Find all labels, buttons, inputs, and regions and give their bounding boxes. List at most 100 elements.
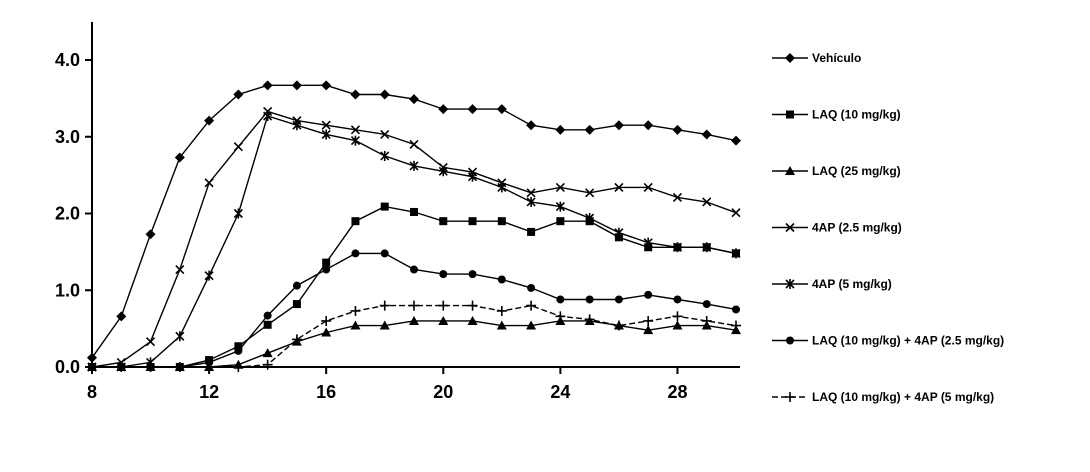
data-point [497, 217, 506, 226]
data-point [234, 342, 243, 351]
data-point [438, 104, 449, 115]
data-point [526, 196, 536, 207]
data-point [585, 295, 594, 304]
data-point [409, 139, 419, 149]
data-point [527, 283, 536, 292]
data-point [732, 305, 740, 314]
series-2 [88, 202, 740, 371]
legend-marker [785, 166, 795, 175]
data-point [262, 80, 273, 91]
data-point [321, 315, 332, 326]
data-point [350, 135, 361, 146]
data-point [291, 80, 302, 91]
y-tick-label: 4.0 [55, 50, 80, 70]
data-point [233, 362, 244, 372]
data-point [496, 305, 507, 316]
data-point [731, 248, 741, 259]
legend-marker [785, 279, 795, 289]
data-point [526, 120, 537, 131]
data-point [291, 334, 302, 345]
x-tick-label: 12 [199, 382, 219, 402]
x-tick-label: 16 [316, 382, 336, 402]
data-point [350, 89, 361, 100]
series-7 [87, 300, 741, 372]
legend-item: 4AP (2.5 mg/kg) [772, 221, 902, 235]
data-point [438, 166, 448, 177]
data-point [613, 120, 624, 131]
data-point [438, 315, 449, 325]
data-point [467, 315, 478, 325]
data-point [145, 337, 156, 347]
data-point [702, 197, 712, 207]
legend-label: Vehículo [812, 51, 861, 65]
data-point [380, 202, 389, 211]
data-point [555, 182, 565, 192]
data-point [350, 125, 361, 135]
legend-label: LAQ (25 mg/kg) [812, 164, 901, 178]
legend-label: LAQ (10 mg/kg) [812, 108, 901, 122]
data-point [321, 327, 332, 337]
series-layer [87, 80, 741, 372]
data-point [731, 320, 741, 331]
legend-item: LAQ (10 mg/kg) [772, 108, 901, 122]
data-point [380, 249, 389, 258]
x-tick-label: 20 [433, 382, 453, 402]
data-point [379, 320, 390, 330]
data-point [263, 320, 272, 329]
data-point [350, 305, 361, 316]
data-point [701, 315, 712, 326]
data-point [234, 346, 243, 355]
legend-item: Vehículo [772, 51, 861, 65]
legend-item: LAQ (10 mg/kg) + 4AP (2.5 mg/kg) [772, 334, 1004, 348]
data-point [409, 300, 419, 311]
legend-label: LAQ (10 mg/kg) + 4AP (5 mg/kg) [812, 390, 994, 404]
data-point [672, 320, 683, 330]
legend-item: 4AP (5 mg/kg) [772, 277, 892, 291]
data-point [174, 152, 185, 163]
data-point [233, 89, 244, 100]
data-point [322, 258, 331, 267]
data-point [467, 300, 478, 311]
data-point [175, 331, 185, 342]
data-point [644, 290, 653, 299]
data-point [438, 300, 449, 311]
data-point [87, 362, 97, 372]
data-point [673, 295, 682, 304]
data-point [350, 320, 361, 330]
data-point [467, 104, 478, 115]
data-point [262, 348, 273, 358]
series-line [92, 320, 737, 368]
data-point [526, 320, 537, 330]
legend-item: LAQ (25 mg/kg) [772, 164, 901, 178]
data-point [410, 265, 418, 274]
data-point [643, 315, 654, 326]
data-point [702, 242, 712, 253]
data-point [497, 182, 507, 193]
data-point [731, 208, 741, 218]
data-point [672, 124, 683, 135]
data-point [556, 217, 565, 226]
data-point [701, 129, 712, 140]
data-point [116, 311, 127, 322]
x-tick-label: 24 [550, 382, 570, 402]
data-point [584, 124, 595, 135]
legend-marker [785, 392, 795, 402]
series-line [92, 304, 737, 368]
data-point [672, 242, 683, 253]
data-point [584, 314, 595, 325]
data-point [321, 80, 332, 91]
data-point [614, 182, 624, 192]
data-point [672, 311, 683, 322]
data-point [527, 227, 536, 236]
data-point [410, 207, 418, 216]
data-point [555, 124, 566, 135]
y-tick-label: 0.0 [55, 357, 80, 377]
data-point [409, 94, 419, 105]
data-point [468, 217, 477, 226]
data-point [613, 320, 624, 331]
data-point [409, 160, 419, 171]
legend-marker [786, 336, 794, 345]
data-point [233, 208, 243, 219]
data-point [555, 311, 566, 322]
